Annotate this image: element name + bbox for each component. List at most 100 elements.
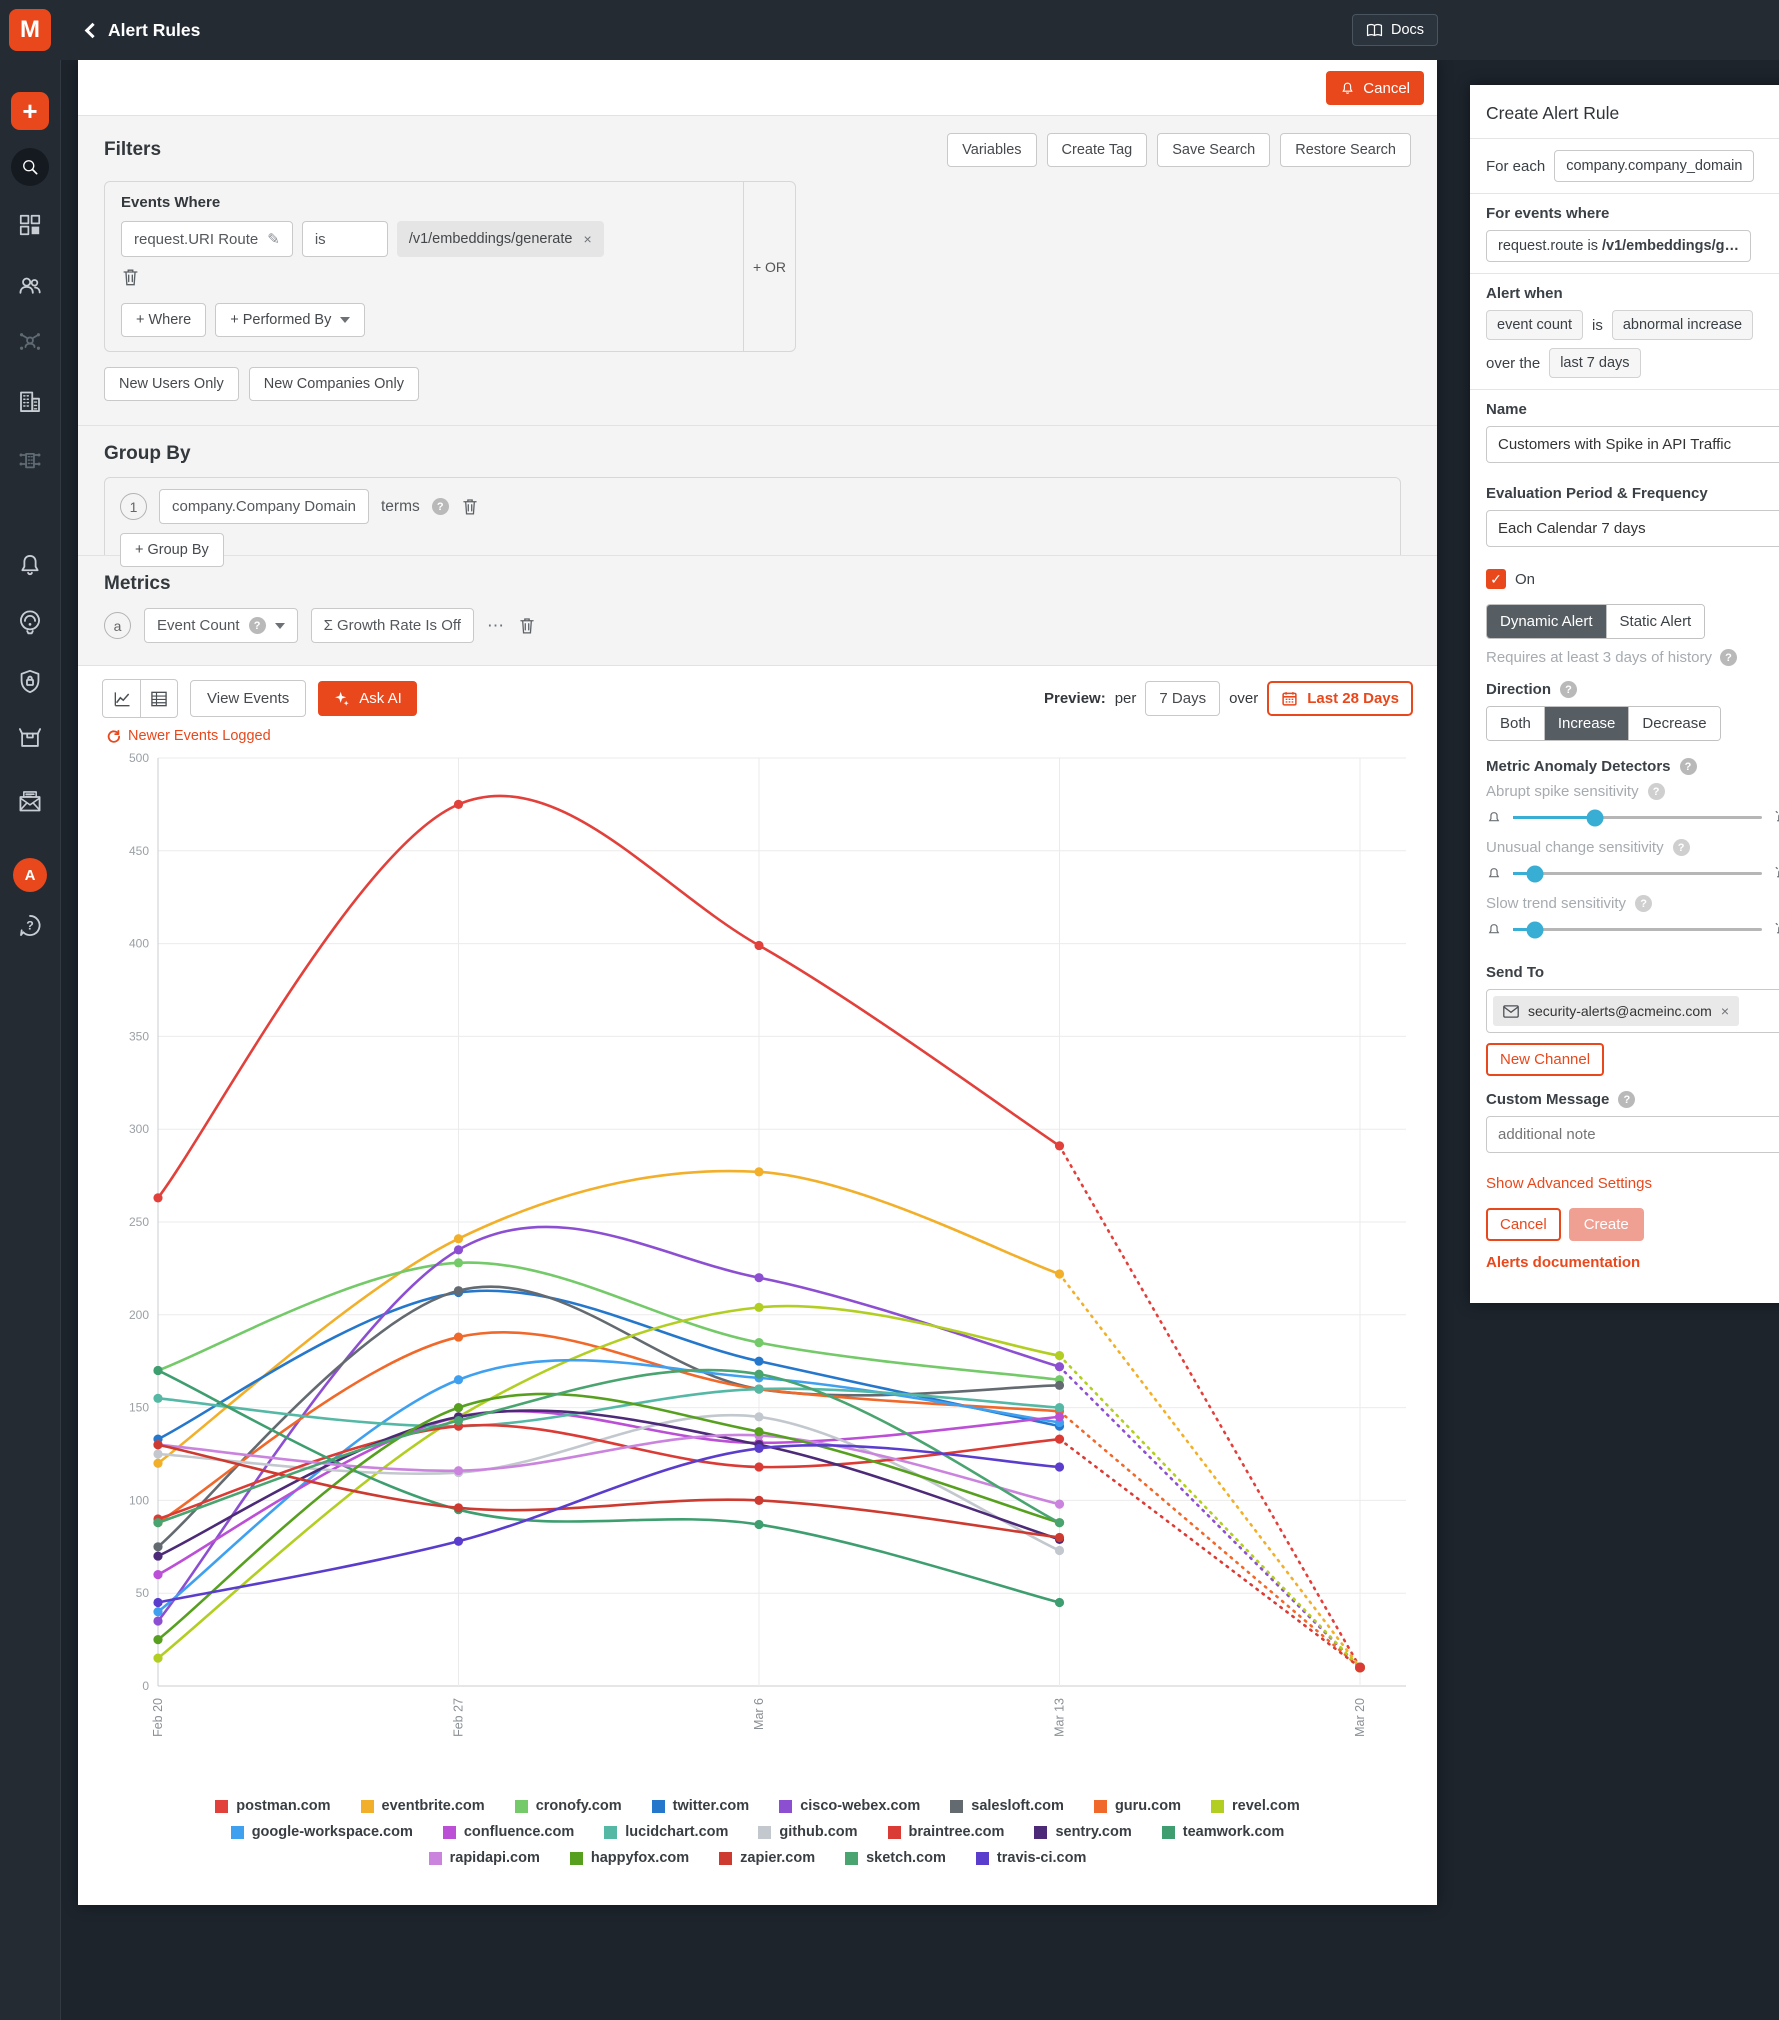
- sidebar-item-alerts[interactable]: [17, 552, 44, 579]
- help-circle-icon[interactable]: ?: [1635, 895, 1653, 912]
- save-search-button[interactable]: Save Search: [1157, 133, 1271, 167]
- ask-ai-button[interactable]: Ask AI: [318, 681, 417, 716]
- direction-increase-option[interactable]: Increase: [1543, 707, 1629, 740]
- enabled-checkbox[interactable]: ✓: [1486, 569, 1506, 589]
- show-advanced-settings-link[interactable]: Show Advanced Settings: [1486, 1175, 1652, 1192]
- delete-group-by-icon[interactable]: [461, 497, 479, 516]
- help-circle-icon[interactable]: ?: [1679, 758, 1697, 775]
- search-button[interactable]: [11, 148, 49, 186]
- sidebar-item-security[interactable]: [17, 668, 44, 695]
- alert-name-input[interactable]: [1486, 426, 1779, 463]
- legend-item[interactable]: sentry.com: [1034, 1824, 1132, 1840]
- legend-item[interactable]: cisco-webex.com: [779, 1798, 920, 1814]
- slider-track[interactable]: [1513, 921, 1762, 938]
- legend-item[interactable]: confluence.com: [442, 1824, 574, 1840]
- group-by-field-selector[interactable]: company.Company Domain: [159, 489, 369, 524]
- legend-item[interactable]: salesloft.com: [950, 1798, 1064, 1814]
- moesif-logo[interactable]: M: [9, 9, 51, 51]
- sidebar-item-integrations[interactable]: [17, 724, 44, 751]
- sidebar-item-user-journeys[interactable]: [17, 328, 44, 355]
- sidebar-item-users[interactable]: [17, 272, 44, 299]
- slider-track[interactable]: [1513, 809, 1762, 826]
- account-avatar[interactable]: A: [13, 858, 47, 892]
- legend-item[interactable]: google-workspace.com: [230, 1824, 413, 1840]
- back-icon[interactable]: [84, 22, 101, 38]
- remove-value-icon[interactable]: ×: [583, 231, 592, 247]
- sidebar-item-dashboards[interactable]: [17, 212, 43, 238]
- metric-selector[interactable]: Event Count ?: [144, 608, 298, 643]
- interval-selector[interactable]: 7 Days: [1145, 681, 1221, 716]
- legend-item[interactable]: happyfox.com: [569, 1850, 689, 1866]
- legend-item[interactable]: eventbrite.com: [360, 1798, 485, 1814]
- cancel-button[interactable]: Cancel: [1486, 1208, 1561, 1241]
- add-where-button[interactable]: + Where: [121, 303, 207, 337]
- new-companies-only-button[interactable]: New Companies Only: [248, 367, 419, 401]
- new-channel-button[interactable]: New Channel: [1486, 1043, 1605, 1076]
- create-button[interactable]: Create: [1568, 1208, 1644, 1241]
- date-range-button[interactable]: Last 28 Days: [1267, 681, 1413, 716]
- legend-item[interactable]: twitter.com: [651, 1798, 749, 1814]
- dynamic-alert-option[interactable]: Dynamic Alert: [1487, 605, 1606, 638]
- alert-window-chip[interactable]: last 7 days: [1549, 348, 1641, 378]
- legend-item[interactable]: braintree.com: [887, 1824, 1004, 1840]
- remove-recipient-icon[interactable]: ×: [1720, 1003, 1729, 1019]
- view-events-button[interactable]: View Events: [190, 680, 307, 717]
- slider-handle[interactable]: [1586, 809, 1604, 826]
- add-or-button[interactable]: + OR: [743, 182, 795, 351]
- edit-pencil-icon[interactable]: ✎: [267, 231, 280, 248]
- line-chart-view-button[interactable]: [103, 680, 140, 717]
- legend-item[interactable]: github.com: [758, 1824, 858, 1840]
- help-circle-icon[interactable]: ?: [1647, 783, 1665, 800]
- legend-item[interactable]: rapidapi.com: [428, 1850, 540, 1866]
- alert-metric-chip[interactable]: event count: [1486, 310, 1583, 340]
- slider-handle[interactable]: [1526, 865, 1544, 882]
- legend-item[interactable]: postman.com: [215, 1798, 331, 1814]
- legend-item[interactable]: cronofy.com: [514, 1798, 622, 1814]
- evaluation-selector[interactable]: Each Calendar 7 days: [1486, 510, 1779, 547]
- new-users-only-button[interactable]: New Users Only: [104, 367, 239, 401]
- legend-item[interactable]: sketch.com: [845, 1850, 946, 1866]
- events-filter-chip[interactable]: request.route is /v1/embeddings/g…: [1486, 230, 1751, 262]
- cancel-alert-button[interactable]: Cancel: [1326, 71, 1424, 105]
- docs-button[interactable]: Docs: [1352, 14, 1439, 46]
- direction-both-option[interactable]: Both: [1487, 707, 1544, 740]
- more-options-icon[interactable]: ⋯: [486, 615, 505, 635]
- legend-item[interactable]: lucidchart.com: [604, 1824, 728, 1840]
- legend-item[interactable]: travis-ci.com: [975, 1850, 1086, 1866]
- sidebar-item-company-journeys[interactable]: [17, 446, 44, 473]
- help-circle-icon[interactable]: ?: [1560, 681, 1578, 698]
- static-alert-option[interactable]: Static Alert: [1605, 605, 1705, 638]
- sidebar-item-governance[interactable]: [17, 608, 44, 635]
- delete-metric-icon[interactable]: [518, 616, 536, 635]
- growth-rate-toggle[interactable]: Σ Growth Rate Is Off: [310, 608, 474, 643]
- for-each-dimension-chip[interactable]: company.company_domain: [1554, 150, 1755, 182]
- recipient-chip[interactable]: security-alerts@acmeinc.com ×: [1493, 996, 1739, 1026]
- table-view-button[interactable]: [140, 680, 177, 717]
- add-performed-by-button[interactable]: + Performed By: [215, 303, 366, 337]
- sidebar-item-companies[interactable]: [17, 388, 44, 415]
- add-group-by-button[interactable]: + Group By: [120, 533, 224, 567]
- restore-search-button[interactable]: Restore Search: [1280, 133, 1411, 167]
- send-to-input[interactable]: security-alerts@acmeinc.com ×: [1486, 989, 1779, 1033]
- help-circle-icon[interactable]: ?: [1672, 839, 1690, 856]
- legend-item[interactable]: teamwork.com: [1161, 1824, 1284, 1840]
- filter-value-chip[interactable]: /v1/embeddings/generate ×: [396, 221, 604, 257]
- filter-field-selector[interactable]: request.URI Route ✎: [121, 221, 293, 257]
- alerts-documentation-link[interactable]: Alerts documentation: [1486, 1254, 1641, 1271]
- custom-message-input[interactable]: [1486, 1116, 1779, 1153]
- add-button[interactable]: +: [11, 92, 49, 130]
- newer-events-refresh[interactable]: Newer Events Logged: [106, 728, 1413, 744]
- delete-filter-icon[interactable]: [121, 267, 140, 287]
- sidebar-item-reports[interactable]: [17, 788, 44, 815]
- legend-item[interactable]: guru.com: [1093, 1798, 1181, 1814]
- direction-decrease-option[interactable]: Decrease: [1628, 707, 1720, 740]
- sidebar-item-help[interactable]: ?: [17, 912, 44, 939]
- legend-item[interactable]: zapier.com: [719, 1850, 815, 1866]
- alert-condition-chip[interactable]: abnormal increase: [1611, 310, 1754, 340]
- slider-handle[interactable]: [1526, 921, 1544, 938]
- help-circle-icon[interactable]: ?: [1618, 1091, 1636, 1108]
- variables-button[interactable]: Variables: [947, 133, 1037, 167]
- help-circle-icon[interactable]: ?: [1719, 649, 1737, 666]
- create-tag-button[interactable]: Create Tag: [1046, 133, 1148, 167]
- legend-item[interactable]: revel.com: [1211, 1798, 1300, 1814]
